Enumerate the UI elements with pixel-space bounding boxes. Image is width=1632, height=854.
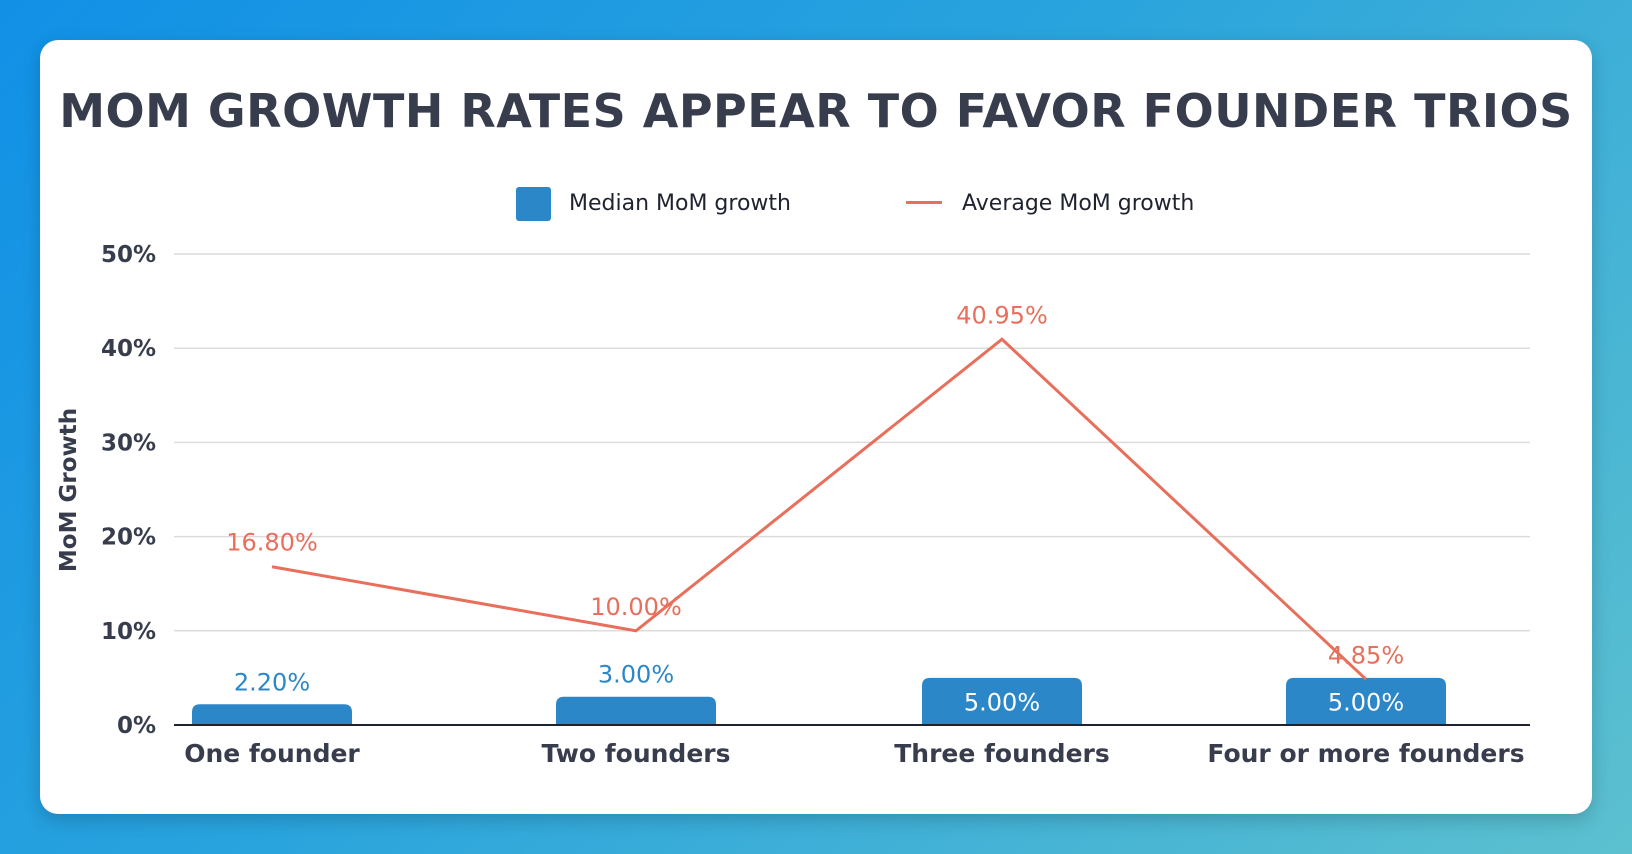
y-tick-label: 40%	[101, 336, 156, 362]
line-value-label: 40.95%	[956, 301, 1048, 329]
line-average	[271, 337, 1368, 681]
bar-value-label: 2.20%	[234, 668, 310, 696]
chart-title: MOM GROWTH RATES APPEAR TO FAVOR FOUNDER…	[59, 84, 1573, 138]
bar-value-label: 5.00%	[1328, 688, 1404, 716]
x-tick-label: One founder	[184, 739, 360, 768]
bar-median	[1286, 677, 1446, 725]
y-tick-label: 10%	[101, 619, 156, 645]
legend-swatch-median	[516, 187, 551, 221]
legend-label-median: Median MoM growth	[569, 191, 791, 216]
bar-value-label: 5.00%	[964, 688, 1040, 716]
y-axis-label: MoM Growth	[56, 408, 82, 572]
x-tick-label: Three founders	[894, 739, 1110, 768]
y-tick-label: 0%	[117, 713, 156, 739]
line-value-label: 4.85%	[1328, 641, 1404, 669]
legend-swatch-average	[906, 201, 942, 204]
line-value-label: 16.80%	[226, 529, 318, 557]
x-tick-label: Two founders	[542, 739, 731, 768]
gridlines	[174, 253, 1530, 632]
bar-median	[556, 696, 716, 725]
bar-value-label: 3.00%	[598, 661, 674, 689]
bars-median	[192, 677, 1446, 725]
line-value-label: 10.00%	[590, 593, 682, 621]
bar-median	[192, 704, 352, 725]
chart-card: MOM GROWTH RATES APPEAR TO FAVOR FOUNDER…	[40, 40, 1592, 814]
x-axis-ticks: One founder Two founders Three founders Fou…	[184, 739, 1524, 768]
y-tick-label: 50%	[101, 242, 156, 268]
y-tick-label: 20%	[101, 525, 156, 551]
y-axis-ticks: 0% 10% 20% 30% 40% 50%	[101, 242, 156, 739]
y-tick-label: 30%	[101, 430, 156, 456]
bar-median	[922, 677, 1082, 725]
legend-label-average: Average MoM growth	[962, 191, 1195, 216]
x-tick-label: Four or more founders	[1207, 739, 1524, 768]
average-line	[271, 337, 1368, 681]
chart-plot: 0% 10% 20% 30% 40% 50% MoM Growth 2.20% 3.00% 5…	[56, 242, 1530, 768]
data-labels: 2.20% 3.00% 5.00% 5.00% 16.80% 10.00% 40.95% 4.…	[226, 301, 1404, 716]
